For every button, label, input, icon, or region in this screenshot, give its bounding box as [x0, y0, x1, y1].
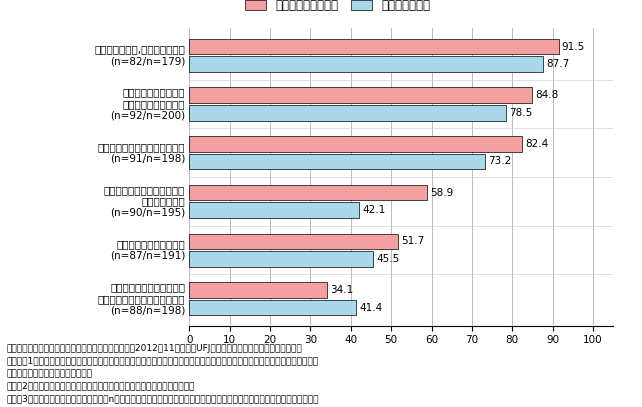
Text: 84.8: 84.8 [535, 90, 558, 100]
Bar [189, 185, 427, 200]
Bar [189, 251, 373, 267]
Bar [189, 136, 522, 152]
Text: 42.1: 42.1 [363, 205, 386, 215]
Bar [189, 282, 327, 298]
Legend: 特定非営利活動法人, 株式・有限会社: 特定非営利活動法人, 株式・有限会社 [240, 0, 435, 17]
Text: 45.5: 45.5 [376, 254, 399, 264]
Bar [189, 202, 360, 218]
Bar [189, 234, 398, 249]
Bar [189, 154, 485, 169]
Bar [189, 56, 543, 72]
Bar [189, 39, 559, 54]
Text: 73.2: 73.2 [488, 156, 511, 166]
Text: 41.4: 41.4 [360, 302, 383, 313]
Bar [189, 105, 506, 120]
Text: 82.4: 82.4 [525, 139, 548, 149]
Text: 91.5: 91.5 [562, 42, 585, 52]
Text: 87.7: 87.7 [546, 59, 570, 69]
Text: 34.1: 34.1 [330, 285, 354, 295]
Text: 資料：中小企業庁委託「起業の実態に関する調査」（2012年11月、三菱UFJリサーチ＆コンサルティング（株））
（注）　1．各項目の割合は、地域・社会に与えた影: 資料：中小企業庁委託「起業の実態に関する調査」（2012年11月、三菱UFJリサ… [6, 344, 319, 403]
Text: 58.9: 58.9 [430, 188, 453, 198]
Bar [189, 88, 532, 103]
Bar [189, 300, 356, 315]
Text: 78.5: 78.5 [509, 108, 533, 118]
Text: 51.7: 51.7 [401, 236, 424, 246]
